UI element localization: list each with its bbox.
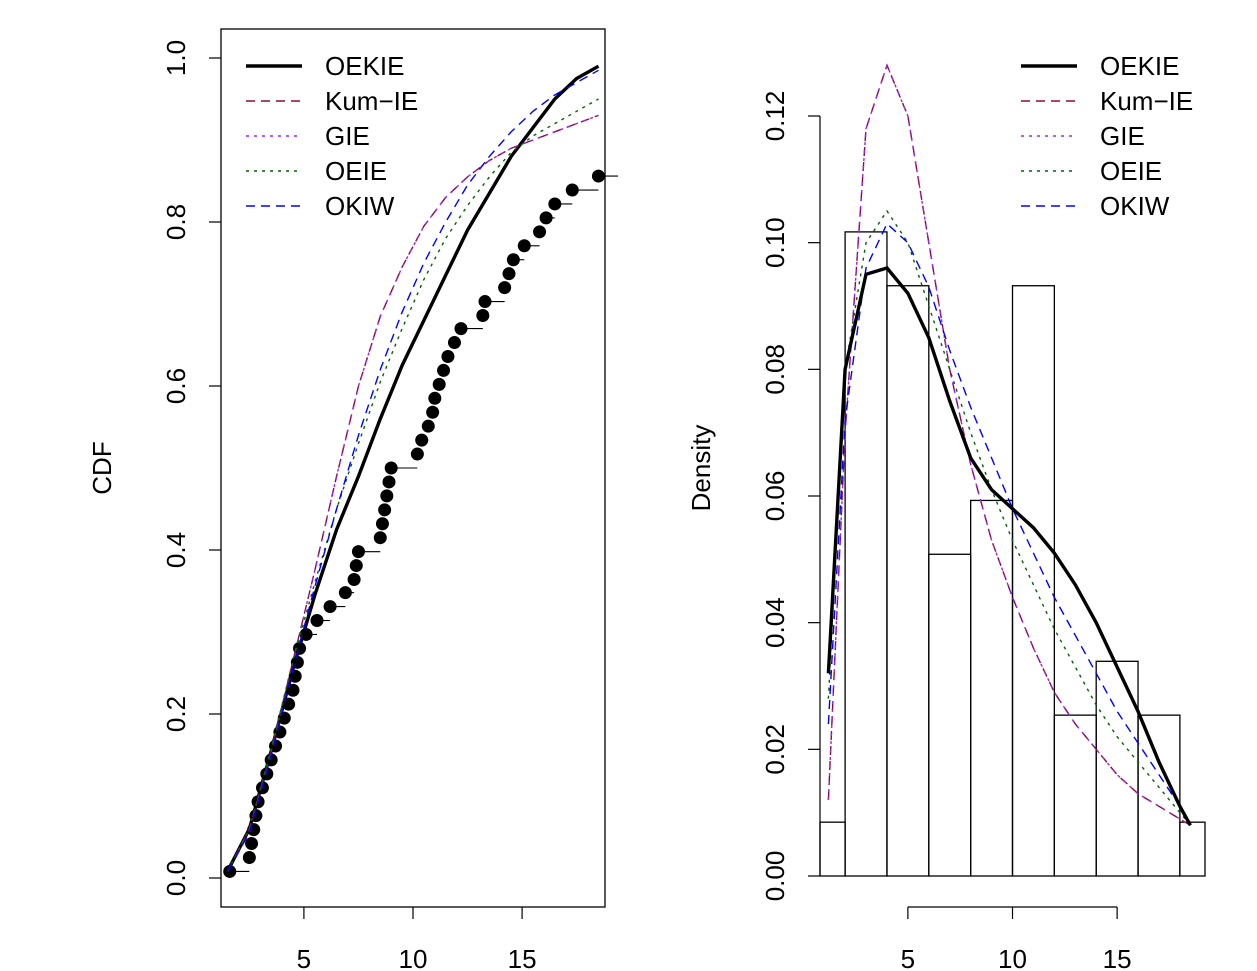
ecdf-point (447, 336, 461, 350)
ecdf-point (349, 559, 363, 573)
cdf-curve-4 (226, 69, 599, 872)
cdf-legend-label-1: Kum−IE (325, 86, 418, 116)
cdf-y-tick-label-2: 0.4 (161, 532, 191, 568)
histogram-bar (970, 499, 1014, 877)
ecdf-point (454, 322, 468, 336)
density-legend-label-4: OKIW (1100, 191, 1170, 221)
density-y-tick-label-5: 0.10 (760, 217, 790, 268)
density-y-tick-label-0: 0.00 (760, 851, 790, 902)
cdf-y-tick-label-1: 0.2 (161, 696, 191, 732)
ecdf-point (426, 405, 440, 419)
ecdf-point (351, 545, 365, 559)
histogram-bar (1011, 285, 1055, 877)
histogram-bar (928, 553, 972, 877)
density-x-tick-label-2: 15 (1103, 944, 1132, 971)
ecdf-point (410, 447, 424, 461)
cdf-x-tick-label-2: 15 (508, 944, 537, 971)
density-legend-label-2: GIE (1100, 121, 1145, 151)
density-curve-0 (826, 266, 1192, 827)
ecdf-point (506, 253, 520, 267)
histogram-bar (886, 285, 930, 877)
ecdf-point (539, 211, 553, 225)
histogram-bar (1137, 714, 1181, 877)
cdf-y-tick-label-3: 0.6 (161, 368, 191, 404)
ecdf-point (380, 489, 394, 503)
density-legend-label-0: OEKIE (1100, 51, 1179, 81)
ecdf-point (502, 267, 516, 281)
ecdf-point (432, 377, 446, 391)
ecdf-point (323, 600, 337, 614)
density-y-tick-label-6: 0.12 (760, 91, 790, 142)
ecdf-point (428, 391, 442, 405)
density-curve-1 (827, 63, 1191, 826)
cdf-panel: 0.0 0.2 0.4 0.6 0.8 1.0 5 10 15 CDF OEKIE Kum−IE GIE… (87, 28, 619, 971)
cdf-x-tick-label-0: 5 (297, 944, 311, 971)
ecdf-point (373, 531, 387, 545)
ecdf-point (476, 308, 490, 322)
ecdf-point (242, 851, 256, 864)
histogram-bar (844, 231, 888, 877)
ecdf-point (478, 295, 492, 309)
ecdf-point (533, 225, 547, 239)
cdf-legend-label-0: OEKIE (325, 51, 404, 81)
ecdf-point (245, 837, 259, 851)
density-y-tick-label-4: 0.08 (760, 344, 790, 395)
ecdf-point (338, 586, 352, 600)
cdf-legend-label-2: GIE (325, 121, 370, 151)
cdf-y-axis-title: CDF (87, 441, 117, 494)
ecdf-point (223, 864, 237, 878)
cdf-curve-0 (225, 64, 600, 873)
density-panel: 0.00 0.02 0.04 0.06 0.08 0.10 0.12 5 10 15 Density… (686, 51, 1206, 971)
cdf-legend-label-3: OEIE (325, 156, 387, 186)
ecdf-point (382, 475, 396, 489)
cdf-x-tick-label-1: 10 (399, 944, 428, 971)
ecdf-point (591, 169, 605, 183)
ecdf-point (441, 349, 455, 363)
ecdf-point (437, 363, 451, 377)
ecdf-point (347, 573, 361, 587)
density-y-tick-label-2: 0.04 (760, 597, 790, 648)
histogram-bar (1179, 821, 1206, 877)
ecdf-point (378, 503, 392, 517)
ecdf-point (517, 239, 531, 253)
density-y-tick-label-1: 0.02 (760, 724, 790, 775)
ecdf-point (310, 614, 324, 628)
ecdf-point (498, 281, 512, 295)
density-legend-label-3: OEIE (1100, 156, 1162, 186)
density-y-tick-label-3: 0.06 (760, 471, 790, 522)
density-x-tick-label-0: 5 (901, 944, 915, 971)
density-curve-3 (827, 209, 1191, 826)
cdf-y-tick-label-5: 1.0 (161, 40, 191, 76)
density-curve-4 (827, 222, 1192, 826)
density-x-tick-label-1: 10 (998, 944, 1027, 971)
histogram-bar (819, 821, 846, 877)
ecdf-point (415, 433, 429, 447)
cdf-legend-label-4: OKIW (325, 191, 395, 221)
histogram-bar (1095, 660, 1139, 877)
histogram-bar (1053, 714, 1097, 877)
cdf-y-tick-label-4: 0.8 (161, 204, 191, 240)
density-legend-label-1: Kum−IE (1100, 86, 1193, 116)
density-y-axis-title: Density (686, 425, 716, 512)
ecdf-point (548, 197, 562, 211)
ecdf-point (421, 419, 435, 433)
ecdf-point (384, 461, 398, 475)
ecdf-point (565, 183, 579, 197)
ecdf-point (375, 517, 389, 531)
cdf-y-tick-label-0: 0.0 (161, 860, 191, 896)
